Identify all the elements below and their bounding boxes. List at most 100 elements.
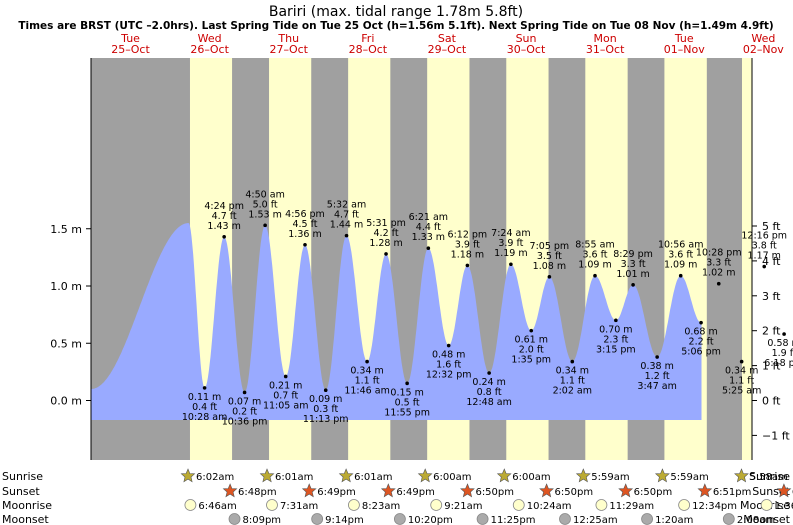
low-tide-feet: 0.3 ft bbox=[313, 404, 338, 415]
low-tide-feet: 0.8 ft bbox=[477, 387, 502, 398]
high-tide-feet: 3.6 ft bbox=[582, 250, 607, 261]
moonrise-row-label-left: Moonrise bbox=[2, 499, 52, 512]
high-tide-time: 4:56 pm bbox=[285, 209, 325, 220]
low-tide-feet: 2.3 ft bbox=[603, 334, 628, 345]
high-tide-feet: 4.7 ft bbox=[334, 210, 359, 221]
moonrise-time: 9:21am bbox=[444, 501, 482, 512]
sunset-time: 6:48pm bbox=[238, 487, 277, 498]
moonrise-time: 8:23am bbox=[362, 501, 400, 512]
sunset-icon bbox=[301, 483, 317, 498]
tide-extreme-dot bbox=[739, 359, 744, 364]
sunset-icon bbox=[618, 483, 634, 498]
sunrise-time: 6:01am bbox=[275, 472, 313, 483]
tide-extreme-dot bbox=[547, 275, 552, 279]
right-tick-label: 5 ft bbox=[762, 220, 781, 233]
high-tide-feet: 3.5 ft bbox=[537, 251, 562, 262]
sunrise-icon bbox=[417, 468, 433, 483]
low-tide-meters: 0.15 m bbox=[390, 387, 423, 398]
moonset-icon bbox=[393, 513, 406, 525]
sunset-time: 6:51pm bbox=[792, 487, 793, 498]
tide-extreme-dot bbox=[614, 318, 618, 323]
moonrise-icon bbox=[512, 499, 525, 511]
low-tide-time: 1:35 pm bbox=[511, 355, 551, 366]
sunset-icon bbox=[776, 483, 792, 498]
chart-title: Bariri (max. tidal range 1.78m 5.8ft) bbox=[269, 4, 523, 20]
tide-extreme-dot bbox=[384, 252, 388, 256]
low-tide-time: 11:13 pm bbox=[303, 414, 349, 425]
day-date: 27–Oct bbox=[269, 43, 308, 56]
high-tide-time: 5:31 pm bbox=[366, 218, 406, 229]
sunrise-icon bbox=[180, 468, 196, 483]
high-tide-feet: 4.2 ft bbox=[374, 228, 399, 239]
moonrise-time: 11:29am bbox=[609, 501, 654, 512]
tide-extreme-dot bbox=[593, 273, 597, 278]
high-tide-meters: 1.43 m bbox=[207, 221, 240, 232]
day-date: 25–Oct bbox=[111, 43, 150, 56]
tide-extreme-dot bbox=[716, 281, 721, 286]
tide-water-area bbox=[91, 223, 702, 420]
high-tide-time: 6:21 am bbox=[409, 212, 448, 223]
low-tide-meters: 0.58 m bbox=[767, 338, 793, 349]
tide-extreme-dot bbox=[762, 264, 767, 269]
day-date: 01–Nov bbox=[664, 43, 705, 56]
low-tide-feet: 1.1 ft bbox=[560, 376, 585, 387]
low-tide-time: 3:15 pm bbox=[596, 344, 636, 355]
right-tick-label: 0 ft bbox=[762, 395, 781, 408]
low-tide-time: 11:55 pm bbox=[384, 407, 430, 418]
moonset-time: 1:20am bbox=[655, 515, 693, 525]
low-tide-meters: 0.48 m bbox=[432, 350, 465, 361]
day-name: Sun bbox=[516, 32, 537, 45]
tide-extreme-dot bbox=[202, 386, 207, 390]
low-tide-time: 6:18 pm bbox=[764, 358, 793, 369]
low-tide-meters: 0.34 m bbox=[725, 366, 758, 377]
moonset-time: 8:09pm bbox=[243, 515, 282, 525]
high-tide-meters: 1.18 m bbox=[451, 249, 484, 260]
high-tide-meters: 1.19 m bbox=[494, 248, 527, 259]
right-tick-label: 3 ft bbox=[762, 290, 781, 303]
high-tide-feet: 3.8 ft bbox=[752, 241, 777, 252]
tide-extreme-dot bbox=[655, 355, 659, 359]
sunset-time: 6:49pm bbox=[396, 487, 435, 498]
low-tide-time: 5:06 pm bbox=[681, 347, 721, 358]
day-name: Tue bbox=[674, 32, 694, 45]
high-tide-feet: 4.5 ft bbox=[292, 219, 317, 230]
high-tide-time: 10:28 pm bbox=[696, 248, 742, 259]
day-name: Wed bbox=[751, 32, 775, 45]
moonset-icon bbox=[311, 513, 324, 525]
tide-extreme-dot bbox=[426, 246, 431, 251]
left-tick-label: 1.5 m bbox=[50, 223, 82, 236]
high-tide-time: 12:16 pm bbox=[741, 231, 787, 242]
moonrise-icon bbox=[678, 499, 691, 511]
high-tide-time: 4:24 pm bbox=[204, 201, 244, 212]
moonrise-icon bbox=[760, 499, 773, 511]
sunset-icon bbox=[460, 483, 475, 498]
sunset-icon bbox=[380, 483, 396, 498]
right-day-strip bbox=[742, 58, 752, 460]
tide-extreme-dot bbox=[487, 371, 491, 375]
sunset-icon bbox=[222, 483, 238, 498]
high-tide-meters: 1.53 m bbox=[248, 209, 281, 220]
left-tick-label: 1.0 m bbox=[50, 280, 82, 293]
right-tick-label: −1 ft bbox=[762, 429, 790, 442]
sunset-row-label-left: Sunset bbox=[2, 485, 40, 498]
high-tide-time: 8:55 am bbox=[575, 240, 614, 251]
low-tide-meters: 0.09 m bbox=[309, 394, 342, 405]
low-tide-feet: 1.2 ft bbox=[645, 371, 670, 382]
low-tide-feet: 2.2 ft bbox=[689, 337, 714, 348]
day-name: Thu bbox=[277, 32, 299, 45]
low-tide-feet: 1.1 ft bbox=[355, 376, 380, 387]
low-tide-time: 3:47 am bbox=[637, 381, 676, 392]
high-tide-time: 7:05 pm bbox=[530, 241, 570, 252]
high-tide-feet: 3.9 ft bbox=[498, 238, 523, 249]
right-tick-label: 2 ft bbox=[762, 325, 781, 338]
sunset-time: 6:50pm bbox=[555, 487, 594, 498]
day-date: 31–Oct bbox=[586, 43, 625, 56]
moonrise-icon bbox=[430, 499, 443, 511]
low-tide-time: 12:32 pm bbox=[426, 370, 472, 381]
tide-area bbox=[91, 223, 702, 420]
moonrise-time: 10:24am bbox=[527, 501, 572, 512]
low-tide-time: 5:25 am bbox=[722, 386, 761, 397]
high-tide-meters: 1.01 m bbox=[616, 269, 649, 280]
